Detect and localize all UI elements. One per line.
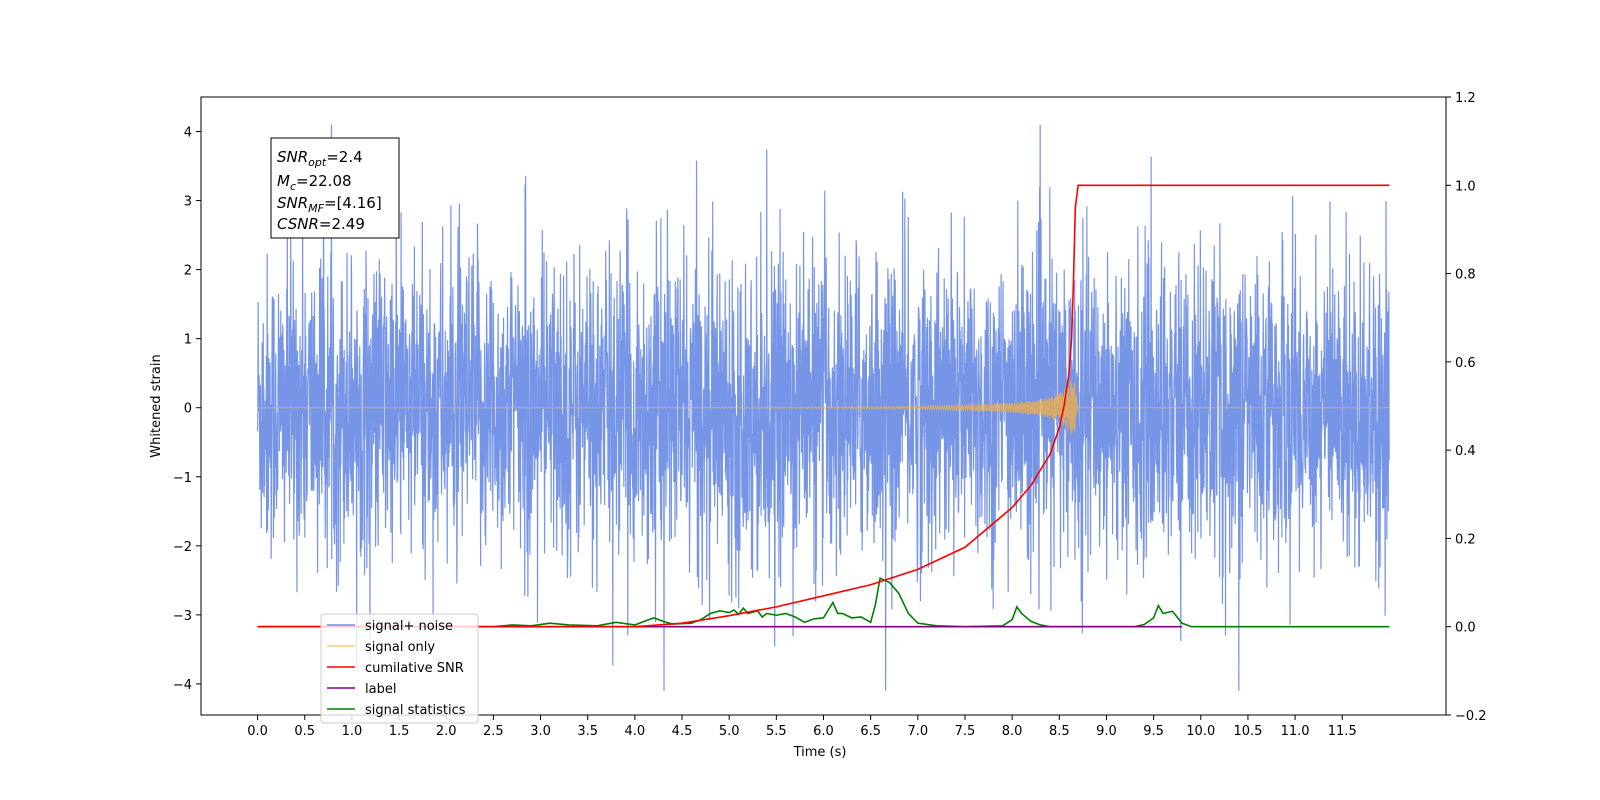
x-tick-label: 3.5 <box>577 724 598 739</box>
y2-tick-label: 0.4 <box>1455 444 1476 459</box>
legend-label-signal-only: signal only <box>365 640 435 655</box>
x-tick-label: 5.5 <box>766 724 787 739</box>
x-tick-label: 7.0 <box>907 724 928 739</box>
legend-label-cumilative-snr: cumilative SNR <box>365 661 464 676</box>
x-tick-label: 9.0 <box>1096 724 1117 739</box>
x-axis: 0.0 0.5 1.0 1.5 2.0 2.5 3.0 3.5 4.0 4.5 5.0 5.5 6.0 6… <box>247 715 1357 739</box>
x-tick-label: 11.0 <box>1281 724 1310 739</box>
x-tick-label: 4.5 <box>672 724 693 739</box>
y-tick-label: −2 <box>173 540 192 555</box>
x-tick-label: 0.0 <box>247 724 268 739</box>
x-tick-label: 8.0 <box>1002 724 1023 739</box>
x-tick-label: 7.5 <box>955 724 976 739</box>
legend-label-label: label <box>365 682 396 697</box>
info-snr-opt: SNRopt=2.4 <box>277 148 363 169</box>
x-tick-label: 5.0 <box>719 724 740 739</box>
series-signal-noise-line <box>256 124 1390 691</box>
x-tick-label: 9.5 <box>1143 724 1164 739</box>
y2-tick-label: −0.2 <box>1455 709 1487 724</box>
series-cumilative-snr-line <box>257 184 1390 628</box>
x-tick-label: 0.5 <box>294 724 315 739</box>
y-tick-label: 4 <box>184 126 192 141</box>
y-tick-label: −3 <box>173 609 192 624</box>
x-tick-label: 4.0 <box>625 724 646 739</box>
y-tick-label: 1 <box>184 333 192 348</box>
y2-tick-label: 1.2 <box>1455 91 1476 106</box>
info-snr-mf: SNRMF=[4.16] <box>277 194 382 215</box>
plot-area <box>256 124 1390 691</box>
x-tick-label: 10.5 <box>1233 724 1262 739</box>
y-tick-label: −4 <box>173 678 192 693</box>
x-tick-label: 2.0 <box>436 724 457 739</box>
legend-label-signal-statistics: signal statistics <box>365 703 466 718</box>
y-tick-label: −1 <box>173 471 192 486</box>
x-axis-label: Time (s) <box>793 745 847 760</box>
x-tick-label: 1.0 <box>342 724 363 739</box>
legend: signal+ noise signal only cumilative SNR… <box>320 613 479 724</box>
x-tick-label: 1.5 <box>389 724 410 739</box>
x-tick-label: 8.5 <box>1049 724 1070 739</box>
x-tick-label: 11.5 <box>1328 724 1357 739</box>
y-tick-label: 0 <box>184 402 192 417</box>
y-tick-label: 2 <box>184 264 192 279</box>
y2-tick-label: 0.6 <box>1455 356 1476 371</box>
y2-tick-label: 0.2 <box>1455 532 1476 547</box>
x-tick-label: 6.5 <box>860 724 881 739</box>
series-signal-statistics-line <box>257 576 1390 628</box>
y2-tick-label: 0.8 <box>1455 268 1476 283</box>
y-axis-right: −0.2 0.0 0.2 0.4 0.6 0.8 1.0 1.2 <box>1446 91 1487 724</box>
x-tick-label: 2.5 <box>483 724 504 739</box>
x-tick-label: 3.0 <box>530 724 551 739</box>
y-tick-label: 3 <box>184 195 192 210</box>
y2-tick-label: 1.0 <box>1455 179 1476 194</box>
info-box: SNRopt=2.4 Mc=22.08 SNRMF=[4.16] CSNR=2.… <box>270 137 400 239</box>
series-signal-only-line <box>257 380 1390 436</box>
x-tick-label: 10.0 <box>1186 724 1215 739</box>
info-csnr: CSNR=2.49 <box>277 215 365 233</box>
x-tick-label: 6.0 <box>813 724 834 739</box>
legend-label-signal-noise: signal+ noise <box>365 619 453 634</box>
y-axis-label: Whitened strain <box>149 354 164 457</box>
y2-tick-label: 0.0 <box>1455 621 1476 636</box>
y-axis-left: −4 −3 −2 −1 0 1 2 3 4 <box>173 126 201 693</box>
info-chirp-mass: Mc=22.08 <box>277 172 352 193</box>
